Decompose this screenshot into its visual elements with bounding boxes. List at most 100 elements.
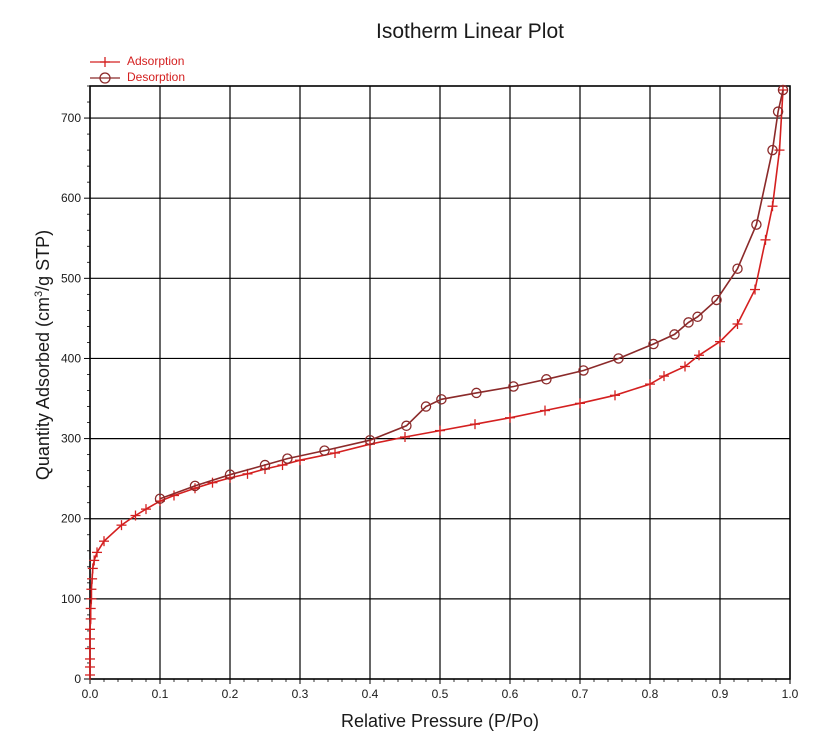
data-point-plus (774, 145, 785, 156)
data-point-plus (85, 653, 95, 664)
x-tick-label: 0.3 (292, 687, 309, 701)
data-point-plus (295, 455, 305, 466)
x-tick-label: 0.9 (712, 687, 729, 701)
data-point-circle (613, 353, 624, 364)
data-point-circle (777, 84, 789, 96)
series-line-desorption (159, 89, 784, 500)
data-point-plus (116, 520, 127, 531)
data-point-circle (401, 420, 412, 432)
x-tick-label: 0.1 (152, 687, 169, 701)
data-point-circle (154, 493, 166, 504)
legend-item-adsorption: Adsorption (90, 54, 184, 68)
data-point-circle (436, 394, 447, 405)
x-tick-label: 0.6 (502, 687, 519, 701)
data-point-plus (400, 431, 410, 442)
data-point-circle (732, 263, 743, 274)
data-point-circle (767, 144, 778, 156)
x-axis-label: Relative Pressure (P/Po) (341, 711, 539, 731)
y-axis-label: Quantity Adsorbed (cm3/g STP) (33, 230, 53, 480)
x-tick-label: 0.5 (432, 687, 449, 701)
x-tick-label: 1.0 (782, 687, 799, 701)
y-tick-label: 500 (61, 271, 81, 285)
x-tick-label: 0.2 (222, 687, 239, 701)
data-point-plus (435, 425, 445, 436)
legend-label-adsorption: Adsorption (127, 54, 184, 68)
grid (90, 86, 790, 679)
data-point-plus (767, 201, 778, 212)
data-point-circle (189, 480, 201, 492)
legend-label-desorption: Desorption (127, 70, 185, 84)
data-point-plus (87, 563, 98, 574)
data-point-plus (610, 390, 620, 401)
data-point-plus (277, 460, 288, 471)
data-point-plus (470, 419, 480, 430)
data-point-circle (578, 365, 589, 376)
data-point-plus (85, 603, 96, 614)
data-point-plus (141, 504, 151, 515)
data-point-plus (155, 496, 165, 507)
data-point-plus (694, 350, 704, 361)
y-tick-label: 300 (61, 432, 81, 446)
data-point-plus (659, 371, 669, 382)
data-point-plus (732, 319, 743, 330)
data-point-plus (86, 584, 97, 595)
data-point-circle (692, 311, 703, 323)
series-line-adsorption (89, 89, 784, 675)
data-point-circle (508, 381, 519, 392)
y-axis-ticks: 0 100 200 300 400 500 600 700 (61, 111, 90, 686)
x-tick-label: 0.8 (642, 687, 659, 701)
data-point-plus (87, 573, 98, 584)
data-point-circle (541, 374, 552, 385)
data-point-circle (319, 445, 330, 456)
data-point-plus (680, 361, 690, 372)
legend-item-desorption: Desorption (90, 70, 185, 84)
data-point-plus (715, 336, 725, 347)
data-point-plus (86, 593, 97, 604)
data-point-circle (259, 459, 271, 471)
chart-title: Isotherm Linear Plot (376, 20, 564, 43)
minor-ticks (87, 85, 777, 682)
data-point-circle (471, 387, 482, 399)
data-point-plus (130, 510, 141, 521)
data-point-plus (760, 234, 771, 245)
data-point-plus (645, 379, 655, 390)
data-point-plus (190, 483, 200, 494)
data-point-plus (750, 284, 760, 295)
y-axis-label-tail: /g STP) (33, 230, 53, 291)
y-axis-label-main: Quantity Adsorbed (cm (33, 297, 53, 480)
data-point-circle (282, 453, 293, 464)
y-tick-label: 700 (61, 111, 81, 125)
data-point-circle (711, 294, 722, 306)
y-tick-label: 100 (61, 592, 81, 606)
data-point-plus (330, 448, 340, 459)
legend-desorption-circle-icon (99, 72, 111, 84)
x-tick-label: 0.4 (362, 687, 379, 701)
data-point-plus (85, 624, 95, 635)
x-tick-label: 0.0 (82, 687, 99, 701)
x-axis-ticks: 0.0 0.1 0.2 0.3 0.4 0.5 0.6 0.7 0.8 0.9 1.0 (82, 679, 799, 701)
data-point-circle (669, 329, 680, 340)
legend: Adsorption Desorption (90, 54, 185, 84)
data-point-plus (207, 477, 218, 488)
data-point-circle (364, 434, 376, 446)
y-axis-label-superscript: 3 (33, 291, 45, 297)
data-point-circle (683, 317, 694, 328)
y-tick-label: 600 (61, 191, 81, 205)
y-tick-label: 200 (61, 512, 81, 526)
data-point-plus (575, 398, 585, 409)
data-point-circle (772, 106, 784, 117)
series-layer (85, 84, 789, 680)
data-point-plus (540, 405, 550, 416)
series-adsorption (85, 85, 788, 680)
x-tick-label: 0.7 (572, 687, 589, 701)
series-desorption (154, 84, 789, 504)
y-tick-label: 0 (74, 672, 81, 686)
data-point-circle (751, 219, 762, 230)
data-point-plus (89, 555, 100, 566)
data-point-circle (648, 338, 659, 350)
data-point-plus (99, 536, 109, 547)
y-tick-label: 400 (61, 351, 81, 365)
data-point-circle (224, 469, 236, 480)
data-point-plus (505, 412, 515, 423)
